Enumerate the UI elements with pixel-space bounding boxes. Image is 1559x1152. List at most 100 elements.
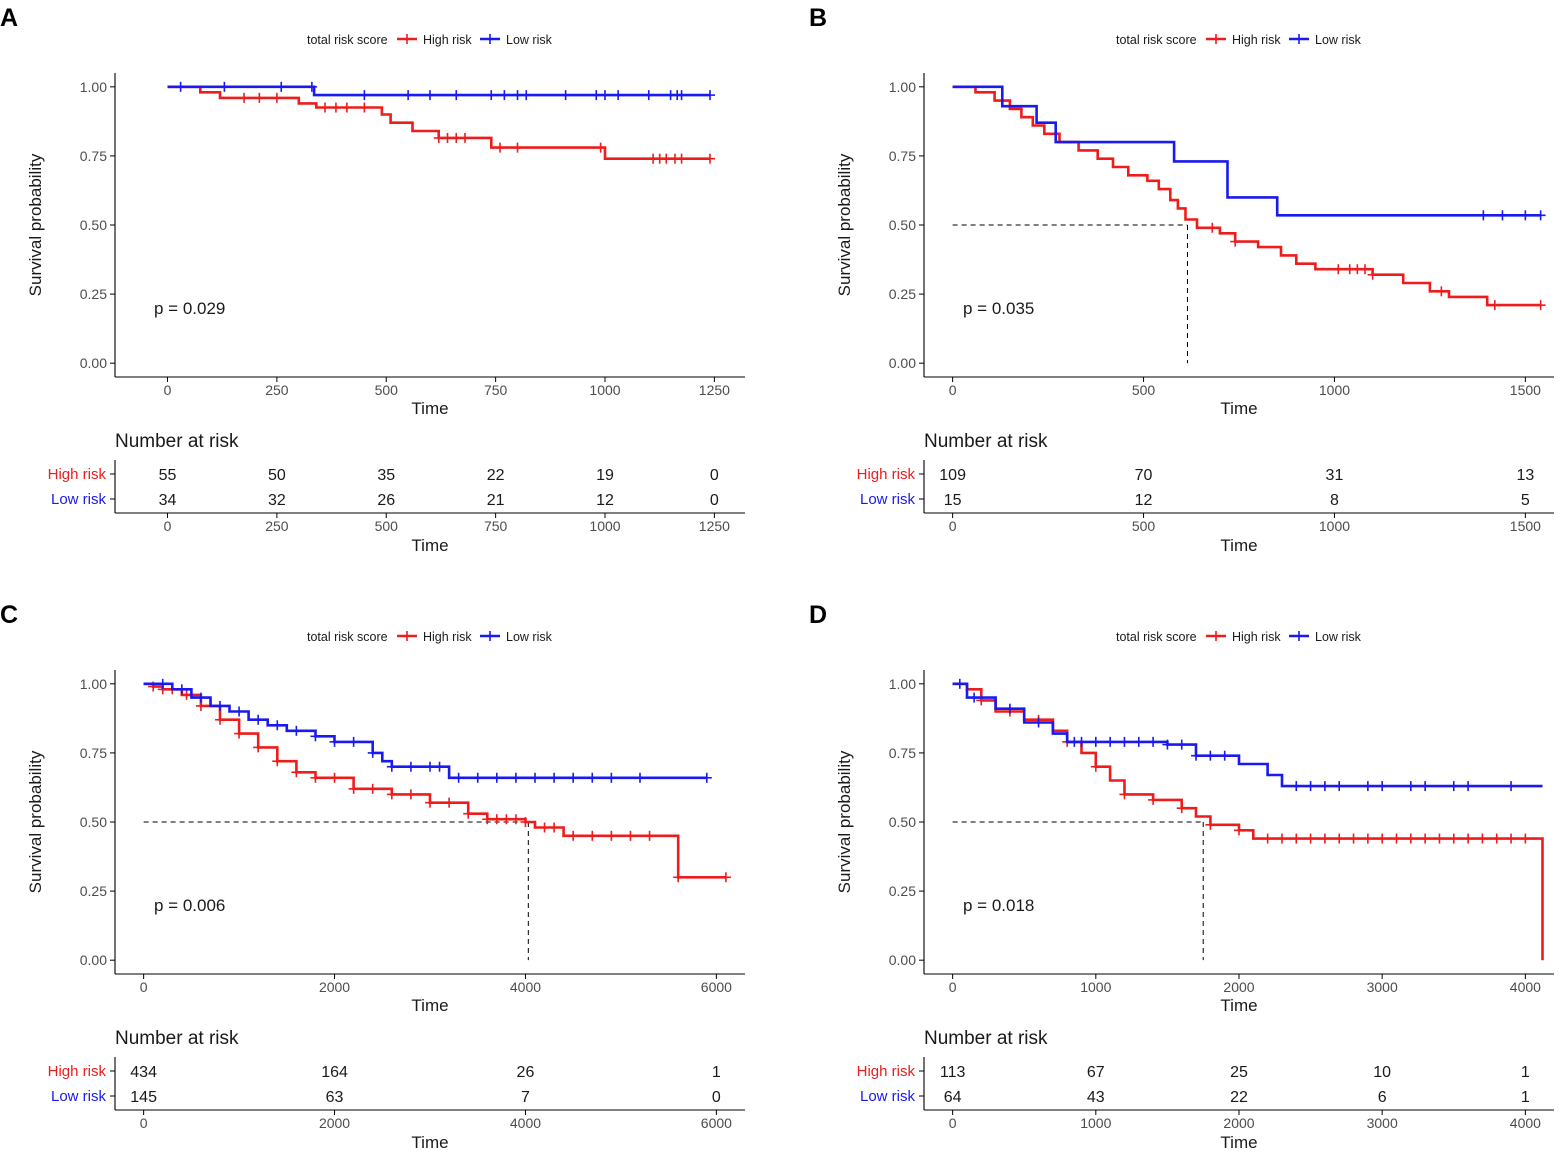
x-tick-label: 0 — [949, 382, 957, 398]
x-tick-label: 4000 — [510, 979, 541, 995]
panel-label: C — [0, 601, 18, 629]
high-risk-curve — [952, 85, 1541, 307]
y-axis-title: Survival probability — [835, 153, 854, 296]
legend-entry: High risk — [1232, 33, 1281, 47]
risk-count: 5 — [1521, 492, 1530, 509]
x-tick-label: 1000 — [1319, 382, 1350, 398]
risk-x-tick-label: 250 — [265, 518, 289, 534]
risk-x-tick-label: 1250 — [699, 518, 730, 534]
y-tick-label: 1.00 — [889, 79, 916, 95]
x-axis-title: Time — [411, 399, 448, 418]
panel-label: B — [809, 4, 827, 32]
risk-count: 43 — [1087, 1089, 1105, 1106]
y-tick-label: 0.75 — [889, 745, 916, 761]
risk-count: 26 — [517, 1064, 535, 1081]
risk-row-label: High risk — [857, 466, 916, 483]
risk-count: 145 — [130, 1089, 157, 1106]
y-tick-label: 1.00 — [80, 676, 107, 692]
y-tick-label: 0.25 — [889, 883, 916, 899]
y-axis-title: Survival probability — [26, 750, 45, 893]
x-tick-label: 3000 — [1367, 979, 1398, 995]
risk-count: 22 — [487, 467, 505, 484]
risk-x-tick-label: 2000 — [319, 1115, 350, 1131]
risk-x-tick-label: 1000 — [1080, 1115, 1111, 1131]
risk-count: 0 — [710, 467, 719, 484]
x-tick-label: 0 — [949, 979, 957, 995]
risk-table-title: Number at risk — [924, 1028, 1048, 1049]
legend-entry: High risk — [423, 630, 472, 644]
y-tick-label: 0.00 — [889, 355, 916, 371]
risk-count: 113 — [940, 1064, 966, 1081]
y-axis-title: Survival probability — [26, 153, 45, 296]
y-tick-label: 0.50 — [889, 217, 916, 233]
risk-count: 31 — [1326, 467, 1344, 484]
risk-x-axis-title: Time — [1220, 1133, 1257, 1152]
risk-table-title: Number at risk — [115, 1028, 239, 1049]
p-value: p = 0.035 — [963, 299, 1034, 318]
x-tick-label: 1250 — [699, 382, 730, 398]
y-tick-label: 0.25 — [889, 286, 916, 302]
x-tick-label: 2000 — [1223, 979, 1254, 995]
risk-row-label: High risk — [48, 1063, 107, 1080]
risk-row-label: High risk — [48, 466, 107, 483]
risk-count: 13 — [1516, 467, 1534, 484]
risk-count: 22 — [1230, 1089, 1248, 1106]
high-risk-curve — [167, 85, 710, 160]
risk-count: 21 — [487, 492, 505, 509]
y-tick-label: 0.00 — [889, 952, 916, 968]
risk-x-tick-label: 0 — [949, 518, 957, 534]
legend: total risk score High risk Low risk — [1116, 33, 1362, 47]
y-tick-label: 0.75 — [80, 745, 107, 761]
risk-count: 63 — [326, 1089, 344, 1106]
p-value: p = 0.018 — [963, 896, 1034, 915]
low-risk-curve — [952, 85, 1541, 217]
risk-row-label: Low risk — [51, 1088, 107, 1105]
risk-count: 434 — [130, 1064, 157, 1081]
risk-count: 7 — [521, 1089, 530, 1106]
risk-count: 34 — [159, 492, 177, 509]
risk-count: 70 — [1135, 467, 1153, 484]
risk-count: 25 — [1230, 1064, 1248, 1081]
x-tick-label: 250 — [265, 382, 289, 398]
risk-table-title: Number at risk — [924, 431, 1048, 452]
risk-x-tick-label: 2000 — [1223, 1115, 1254, 1131]
low-risk-curve — [952, 682, 1543, 788]
risk-x-tick-label: 500 — [375, 518, 399, 534]
legend-entry: Low risk — [506, 33, 553, 47]
risk-count: 64 — [944, 1089, 962, 1106]
risk-x-tick-label: 3000 — [1367, 1115, 1398, 1131]
x-tick-label: 2000 — [319, 979, 350, 995]
panel-label: D — [809, 601, 827, 629]
risk-x-tick-label: 6000 — [701, 1115, 732, 1131]
risk-count: 26 — [377, 492, 395, 509]
legend-title: total risk score — [1116, 630, 1197, 644]
risk-count: 0 — [712, 1089, 721, 1106]
risk-row-label: Low risk — [860, 491, 916, 508]
risk-count: 15 — [944, 492, 962, 509]
risk-x-tick-label: 1500 — [1510, 518, 1541, 534]
low-risk-curve — [143, 682, 707, 780]
x-axis-title: Time — [411, 996, 448, 1015]
risk-row-label: Low risk — [51, 491, 107, 508]
x-tick-label: 6000 — [701, 979, 732, 995]
risk-count: 12 — [596, 492, 614, 509]
y-tick-label: 0.50 — [80, 814, 107, 830]
legend-title: total risk score — [1116, 33, 1197, 47]
risk-x-tick-label: 500 — [1132, 518, 1156, 534]
p-value: p = 0.006 — [154, 896, 225, 915]
legend-entry: High risk — [423, 33, 472, 47]
risk-count: 1 — [712, 1064, 721, 1081]
risk-count: 8 — [1330, 492, 1339, 509]
risk-row-label: Low risk — [860, 1088, 916, 1105]
risk-x-axis-title: Time — [1220, 536, 1257, 555]
high-risk-curve — [143, 682, 726, 879]
low-risk-curve — [167, 85, 710, 97]
risk-count: 50 — [268, 467, 286, 484]
x-tick-label: 500 — [375, 382, 399, 398]
risk-x-tick-label: 0 — [140, 1115, 148, 1131]
p-value: p = 0.029 — [154, 299, 225, 318]
risk-count: 12 — [1135, 492, 1153, 509]
